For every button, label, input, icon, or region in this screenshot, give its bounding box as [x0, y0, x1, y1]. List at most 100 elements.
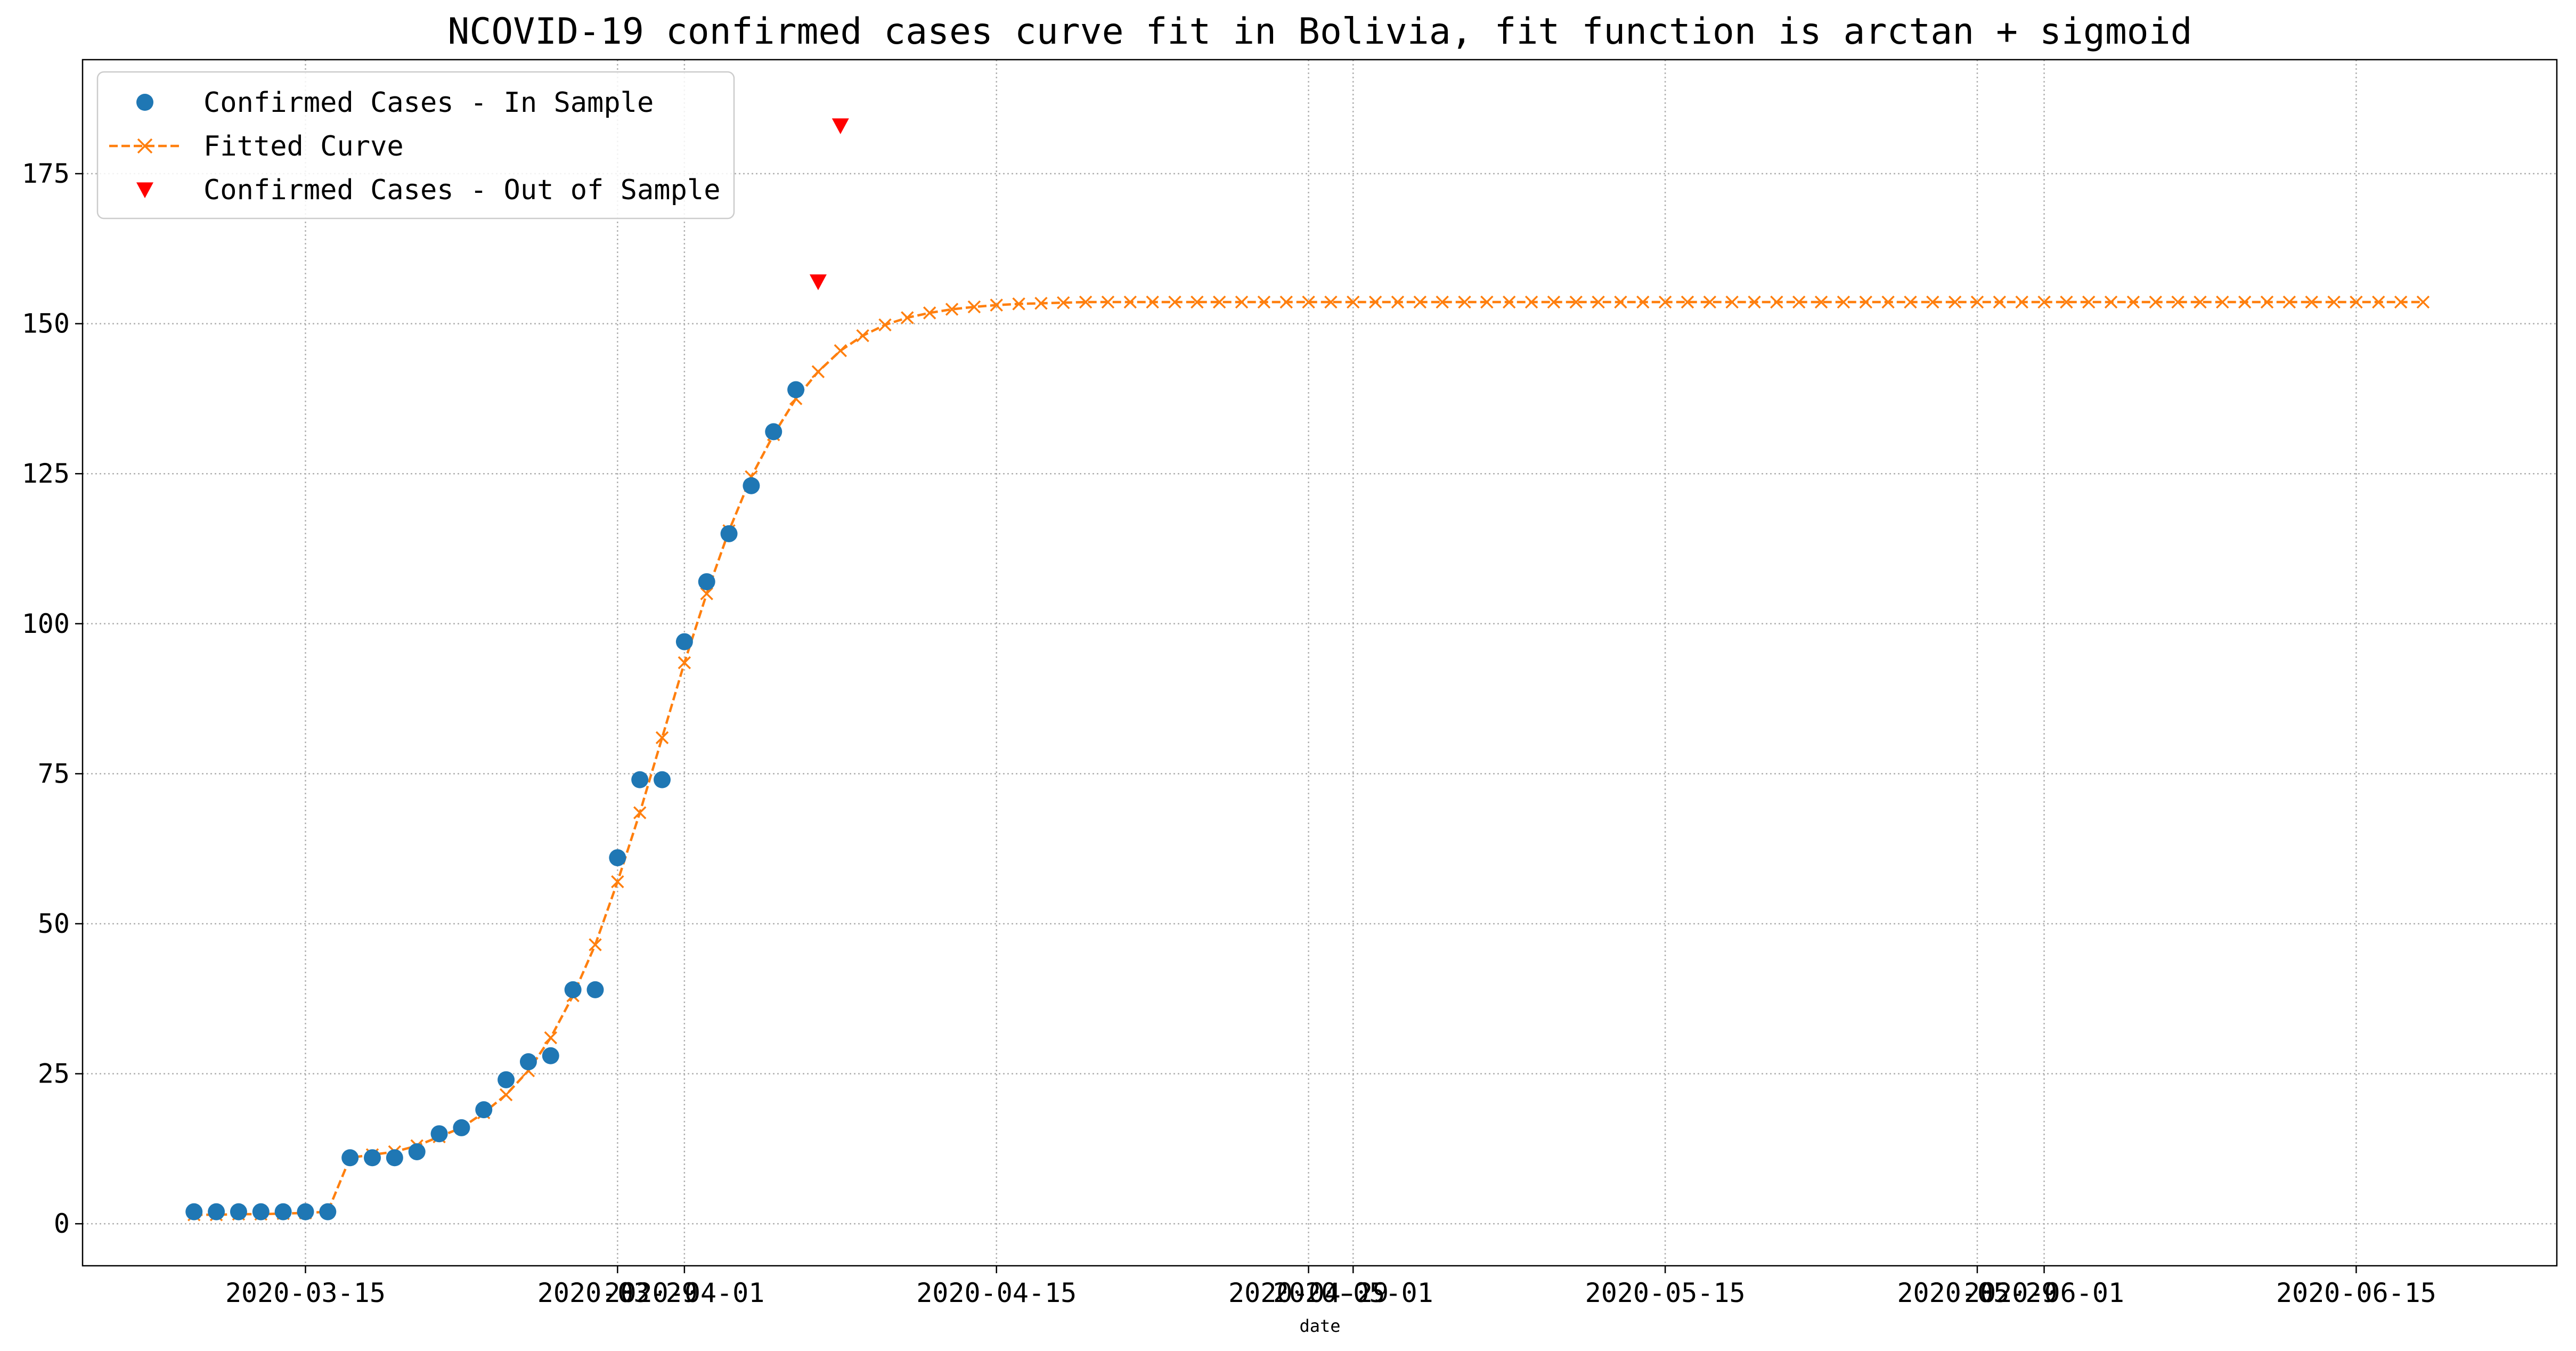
x-marker-stroke: [700, 587, 713, 600]
fitted-curve-point: [2350, 295, 2363, 309]
fitted-curve-point: [967, 300, 981, 314]
x-marker-stroke: [2416, 295, 2430, 309]
y-tick-label: 100: [22, 608, 70, 639]
x-marker-stroke: [1146, 295, 1159, 309]
fitted-curve-point: [1502, 295, 1516, 309]
x-marker-stroke: [923, 306, 936, 320]
fitted-curve-point: [1279, 295, 1293, 309]
fitted-curve-point: [1569, 295, 1583, 309]
x-marker-stroke: [2149, 295, 2162, 309]
fitted-curve-point: [1146, 295, 1159, 309]
x-marker-stroke: [1324, 295, 1338, 309]
fitted-curve-point: [2082, 295, 2096, 309]
x-marker-stroke: [1993, 295, 2007, 309]
fitted-curve-point: [1859, 295, 1872, 309]
x-marker-stroke: [2260, 295, 2274, 309]
in-sample-point: [297, 1203, 314, 1220]
x-marker-stroke: [1547, 295, 1561, 309]
legend-label-out-of-sample: Confirmed Cases - Out of Sample: [203, 174, 721, 206]
x-marker-stroke: [633, 806, 647, 819]
legend-marker-fitted: [137, 138, 153, 154]
fitted-curve-point: [1257, 295, 1271, 309]
fitted-curve-point: [2305, 295, 2318, 309]
legend-marker-in-sample: [136, 94, 153, 111]
fitted-curve-point: [1168, 295, 1181, 309]
x-tick-label: 2020-03-15: [225, 1277, 386, 1308]
x-marker-stroke: [1302, 295, 1315, 309]
x-marker-stroke: [2104, 295, 2118, 309]
x-marker-stroke: [678, 656, 691, 670]
x-tick-label: 2020-05-29: [1897, 1277, 2057, 1308]
fitted-curve-point: [1458, 295, 1471, 309]
x-marker-stroke: [1123, 295, 1137, 309]
in-sample-point: [274, 1203, 292, 1220]
x-tick-label: 2020-04-29: [1228, 1277, 1389, 1308]
in-sample-point: [586, 981, 604, 998]
fitted-curve-point: [1547, 295, 1561, 309]
fitted-curve-point: [2149, 295, 2162, 309]
axes-frame: [81, 59, 2558, 1267]
out-of-sample-point: [832, 118, 849, 134]
legend-box: [96, 71, 735, 219]
fitted-curve-point: [1703, 295, 1717, 309]
fitted-curve-point: [2104, 295, 2118, 309]
x-marker-stroke: [1212, 295, 1226, 309]
in-sample-point: [453, 1119, 470, 1136]
fitted-curve-point: [2238, 295, 2252, 309]
x-marker-stroke: [2082, 295, 2096, 309]
in-sample-point: [208, 1203, 225, 1220]
x-marker-stroke: [611, 875, 624, 889]
x-marker-stroke: [1079, 295, 1093, 309]
in-sample-point: [698, 573, 715, 590]
x-marker-stroke: [1057, 296, 1070, 310]
x-marker-stroke: [2015, 295, 2028, 309]
x-marker-stroke: [2194, 295, 2207, 309]
in-sample-point: [631, 771, 649, 788]
grid: [83, 60, 2557, 1266]
fitted-curve-point: [1837, 295, 1851, 309]
y-tick-label: 175: [22, 158, 70, 189]
in-sample-point: [386, 1149, 403, 1167]
fitted-curve-point: [633, 806, 647, 819]
fitted-curve-point: [678, 656, 691, 670]
in-sample-point: [743, 477, 760, 494]
in-sample-point: [609, 849, 626, 867]
fitted-curve-point: [945, 303, 959, 316]
fitted-curve-point: [1881, 295, 1895, 309]
x-marker-stroke: [2037, 295, 2051, 309]
x-marker-stroke: [544, 1031, 558, 1045]
x-marker-stroke: [1681, 295, 1694, 309]
fitted-curve-point: [1191, 295, 1204, 309]
fitted-curve-point: [990, 298, 1003, 312]
in-sample-point: [364, 1149, 381, 1167]
x-marker-stroke: [1257, 295, 1271, 309]
fitted-curve-point: [1681, 295, 1694, 309]
fitted-curve-point: [1212, 295, 1226, 309]
x-marker-stroke: [1614, 295, 1627, 309]
in-sample-point: [519, 1053, 537, 1071]
fitted-curve-point: [1101, 295, 1115, 309]
fitted-curve-point: [1926, 295, 1939, 309]
in-sample-point: [765, 423, 782, 441]
fitted-curve-line: [194, 300, 2423, 1216]
x-marker-stroke: [1770, 295, 1783, 309]
fitted-curve-point: [1391, 295, 1405, 309]
x-marker-stroke: [1970, 295, 1984, 309]
plot-area: [185, 118, 2430, 1222]
x-marker-stroke: [1502, 295, 1516, 309]
fitted-curve-point: [1770, 295, 1783, 309]
fitted-curve-point: [2037, 295, 2051, 309]
fitted-curve-point: [1079, 295, 1093, 309]
chart-title: NCOVID-19 confirmed cases curve fit in B…: [447, 11, 2192, 53]
x-marker-stroke: [2305, 295, 2318, 309]
fitted-curve-point: [1970, 295, 1984, 309]
y-tick-label: 25: [38, 1059, 70, 1089]
fitted-curve-point: [1368, 295, 1382, 309]
x-marker-stroke: [1636, 295, 1650, 309]
in-sample-point: [654, 771, 671, 788]
x-marker-stroke: [1792, 295, 1806, 309]
fitted-curve-point: [1725, 295, 1739, 309]
fitted-curve-point: [811, 365, 825, 378]
legend-marker-out-of-sample: [136, 182, 153, 198]
